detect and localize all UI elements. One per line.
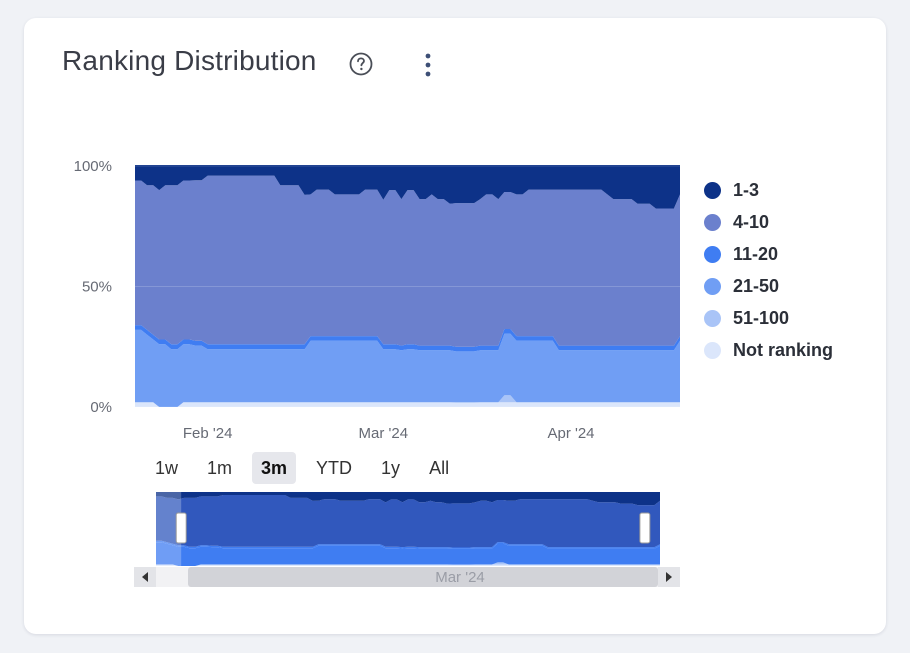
navigator-handle-left[interactable] [175, 512, 187, 544]
legend-label: 21-50 [733, 275, 780, 296]
area-series-11-20[interactable] [135, 325, 680, 352]
range-button-1m[interactable]: 1m [207, 458, 233, 478]
legend-swatch [704, 245, 721, 263]
legend-item-21-50[interactable]: 21-50 [704, 270, 833, 302]
chart-legend: 1-3 4-10 11-20 21-50 51-100 Not ranking [704, 174, 833, 366]
navigator-series-4-10 [156, 495, 660, 548]
legend-label: 1-3 [733, 179, 760, 200]
legend-item-1-3[interactable]: 1-3 [704, 174, 833, 206]
legend-swatch [704, 309, 721, 327]
legend-label: 51-100 [733, 307, 790, 328]
navigator-series-11-20 [156, 540, 660, 549]
triangle-right-icon [666, 572, 672, 582]
legend-swatch [704, 181, 721, 199]
x-axis: Feb '24 Mar '24 Apr '24 [183, 425, 595, 442]
help-circle-icon[interactable] [349, 52, 373, 76]
x-tick-label: Feb '24 [183, 425, 233, 442]
y-tick-label: 50% [82, 279, 112, 296]
range-selector: 1w 1m 3m YTD 1y All [146, 452, 469, 484]
y-tick-label: 100% [74, 158, 112, 175]
x-tick-label: Apr '24 [547, 425, 594, 442]
plot-top-edge [135, 165, 680, 167]
navigator-series-1-3 [156, 492, 660, 506]
more-vertical-icon[interactable] [418, 52, 438, 78]
legend-label: 4-10 [733, 211, 770, 232]
card-title: Ranking Distribution [62, 45, 317, 76]
navigator-handle-right[interactable] [639, 512, 651, 544]
area-series-21-50[interactable] [135, 329, 680, 407]
legend-item-11-20[interactable]: 11-20 [704, 238, 833, 270]
range-button-1y[interactable]: 1y [381, 458, 401, 478]
range-button-1w[interactable]: 1w [155, 458, 179, 478]
plot-area [135, 165, 680, 408]
navigator[interactable]: Mar '24 [134, 492, 680, 587]
x-tick-label: Mar '24 [358, 425, 408, 442]
legend-swatch [704, 213, 721, 231]
legend-label: 11-20 [733, 243, 779, 264]
range-button-all[interactable]: All [429, 458, 450, 478]
navigator-axis-label: Mar '24 [435, 569, 485, 586]
legend-swatch [704, 277, 721, 295]
legend-item-51-100[interactable]: 51-100 [704, 302, 833, 334]
legend-swatch [704, 341, 721, 359]
y-tick-label: 0% [90, 399, 112, 416]
area-series-1-3[interactable] [135, 166, 680, 209]
legend-label: Not ranking [733, 339, 834, 360]
navigator-series-21-50 [156, 542, 660, 566]
area-series-4-10[interactable] [135, 175, 680, 347]
range-button-ytd[interactable]: YTD [316, 458, 353, 478]
y-axis: 0% 50% 100% [74, 158, 112, 416]
legend-item-not-ranking[interactable]: Not ranking [704, 334, 833, 366]
legend-item-4-10[interactable]: 4-10 [704, 206, 833, 238]
area-series-not-ranking[interactable] [135, 402, 680, 407]
scrollbar-thumb[interactable] [188, 567, 658, 587]
triangle-left-icon [142, 572, 148, 582]
range-button-3m[interactable]: 3m [252, 452, 297, 484]
navigator-series-not-ranking [156, 564, 660, 566]
